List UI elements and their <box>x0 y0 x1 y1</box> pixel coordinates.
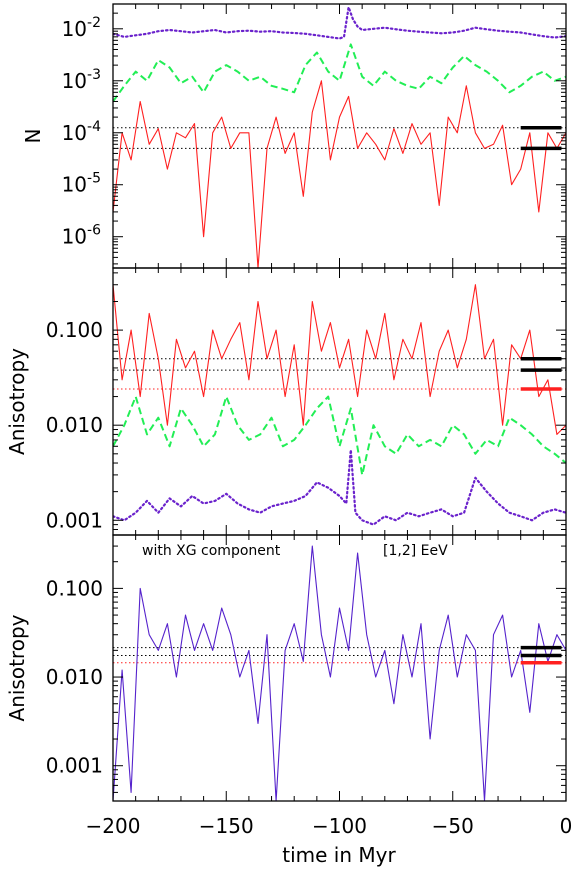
x-tick-label: −200 <box>86 814 141 838</box>
x-tick-label: −150 <box>199 814 254 838</box>
y-tick-label: 10-5 <box>62 171 101 197</box>
series-line-middle-2 <box>113 448 566 526</box>
y-axis-label-middle: Anisotropy <box>5 348 29 455</box>
y-tick-label: 10-4 <box>62 119 102 145</box>
y-axis-label-top: N <box>21 129 45 144</box>
x-axis-label: time in Myr <box>282 843 396 867</box>
plot-area-bottom <box>113 545 566 801</box>
panel-bottom: 0.100 0.010 0.001 Anisotropy with XG compone… <box>5 534 567 802</box>
series-line-middle-1 <box>113 395 566 476</box>
y-tick-label: 0.001 <box>46 508 103 532</box>
annotation-component: with XG component <box>142 543 281 559</box>
panel-frame-bottom <box>112 534 567 802</box>
annotation-energy: [1,2] EeV <box>383 543 448 559</box>
series-line-bottom-0 <box>113 545 566 801</box>
y-tick-label: 0.100 <box>46 576 103 600</box>
y-tick-label: 10-2 <box>62 15 101 41</box>
y-tick-label: 0.100 <box>46 318 103 342</box>
y-tick-label: 0.010 <box>46 413 103 437</box>
series-line-top-0 <box>113 80 566 268</box>
y-tick-label: 10-3 <box>62 67 101 93</box>
series-line-top-1 <box>113 43 566 103</box>
panel-top: 10-2 10-3 10-4 10-5 10-6 N <box>21 3 567 269</box>
x-tick-label: −100 <box>312 814 367 838</box>
series-line-middle-0 <box>113 284 566 435</box>
x-tick-label: 0 <box>560 814 573 838</box>
x-tick-label: −50 <box>432 814 474 838</box>
y-tick-label: 0.001 <box>46 754 103 778</box>
y-tick-label: 10-6 <box>62 223 102 249</box>
series-line-top-2 <box>113 6 566 40</box>
plot-area-top <box>113 6 566 268</box>
y-axis-label-bottom: Anisotropy <box>5 614 29 721</box>
panel-middle: 0.100 0.010 0.001 Anisotropy <box>5 267 567 536</box>
y-tick-label: 0.010 <box>46 665 103 689</box>
plot-area-middle <box>113 284 566 526</box>
